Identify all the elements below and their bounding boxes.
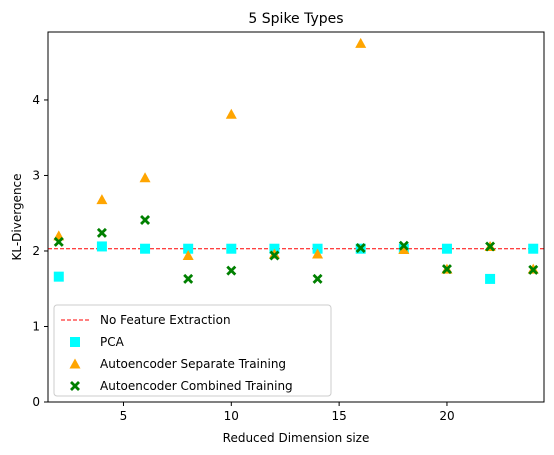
data-point	[96, 241, 107, 252]
data-point	[528, 264, 539, 275]
y-axis-ticks: 0 1 2 3 4	[32, 93, 48, 409]
legend: No Feature Extraction PCA Autoencoder Sepa…	[53, 304, 332, 397]
legend-label: No Feature Extraction	[100, 313, 231, 327]
data-point	[485, 273, 496, 284]
series-group	[53, 215, 539, 284]
x-tick-label: 5	[120, 409, 128, 423]
data-point	[485, 241, 496, 252]
data-point	[140, 243, 151, 254]
data-point	[528, 243, 539, 254]
legend-handle-marker	[70, 381, 80, 391]
y-tick-label: 2	[32, 244, 40, 258]
data-point	[441, 264, 452, 275]
data-point	[182, 250, 194, 261]
data-point	[226, 265, 237, 276]
chart-title: 5 Spike Types	[248, 11, 343, 27]
legend-label: Autoencoder Combined Training	[100, 379, 293, 393]
data-point	[269, 250, 280, 261]
data-point	[96, 227, 107, 238]
plot-frame	[47, 31, 545, 403]
data-point	[139, 172, 151, 183]
legend-label: Autoencoder Separate Training	[100, 357, 286, 371]
data-point	[355, 242, 366, 253]
data-point	[140, 215, 151, 226]
data-point	[398, 240, 409, 251]
y-tick-label: 3	[32, 168, 40, 182]
data-point	[398, 243, 410, 254]
data-point	[96, 194, 108, 205]
data-point	[183, 273, 194, 284]
legend-entries: No Feature Extraction PCA Autoencoder Sepa…	[61, 313, 293, 393]
data-point	[312, 273, 323, 284]
data-point	[183, 243, 194, 254]
data-point	[226, 243, 237, 254]
y-axis-label: KL-Divergence	[10, 173, 24, 260]
legend-handle-marker	[69, 358, 81, 369]
x-axis-label: Reduced Dimension size	[223, 431, 370, 445]
data-point	[53, 236, 64, 247]
x-tick-label: 15	[331, 409, 346, 423]
x-tick-label: 20	[439, 409, 454, 423]
x-axis-ticks: 5 10 15 20	[120, 402, 455, 423]
legend-box	[53, 304, 332, 397]
data-point	[441, 243, 452, 254]
data-point	[355, 37, 367, 48]
y-tick-label: 0	[32, 395, 40, 409]
data-point	[312, 248, 324, 259]
legend-label: PCA	[100, 335, 125, 349]
y-tick-label: 1	[32, 319, 40, 333]
data-point	[53, 271, 64, 282]
x-tick-label: 10	[224, 409, 239, 423]
legend-handle-marker	[70, 337, 80, 347]
data-marks-layer	[53, 37, 539, 284]
y-tick-label: 4	[32, 93, 40, 107]
data-point	[268, 248, 280, 259]
data-point	[225, 108, 237, 119]
